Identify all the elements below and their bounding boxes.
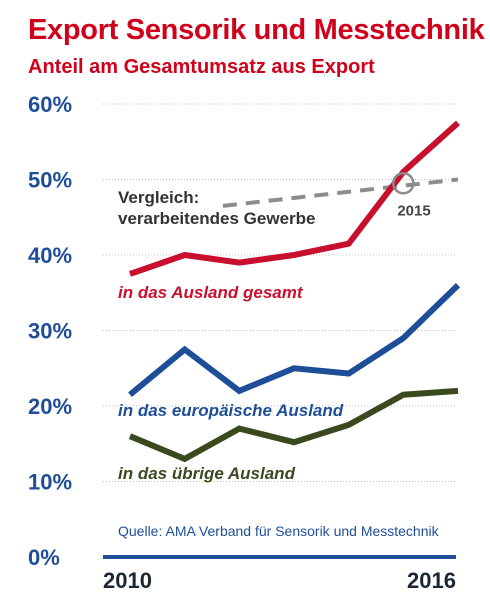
series-line-0 <box>129 120 461 277</box>
annotation-marker <box>392 172 415 195</box>
series-label-ausland-gesamt: in das Ausland gesamt <box>118 283 304 302</box>
x-tick-label-end: 2016 <box>407 568 456 593</box>
annotation-label: 2015 <box>397 202 430 219</box>
series-label-uebriges-ausland: in das übrige Ausland <box>118 464 296 483</box>
x-tick-label-start: 2010 <box>103 568 152 593</box>
y-tick-label: 30% <box>28 319 72 344</box>
y-tick-label: 10% <box>28 470 72 495</box>
comparison-label-line-2: verarbeitendes Gewerbe <box>118 209 315 228</box>
comparison-label-line-1: Vergleich: <box>118 188 199 207</box>
chart-title: Export Sensorik und Messtechnik <box>28 14 485 46</box>
chart-subtitle: Anteil am Gesamtumsatz aus Export <box>28 56 375 78</box>
y-tick-label: 20% <box>28 394 72 419</box>
y-tick-label: 0% <box>28 545 60 570</box>
series-line-2 <box>128 387 459 463</box>
series-line-1 <box>128 283 461 398</box>
y-tick-label: 40% <box>28 243 72 268</box>
series-line-3 <box>222 177 459 208</box>
source-note: Quelle: AMA Verband für Sensorik und Mes… <box>118 523 440 539</box>
series-label-europaeisches-ausland: in das europäische Ausland <box>118 401 344 420</box>
y-tick-label: 50% <box>28 168 72 193</box>
y-tick-label: 60% <box>28 92 72 117</box>
